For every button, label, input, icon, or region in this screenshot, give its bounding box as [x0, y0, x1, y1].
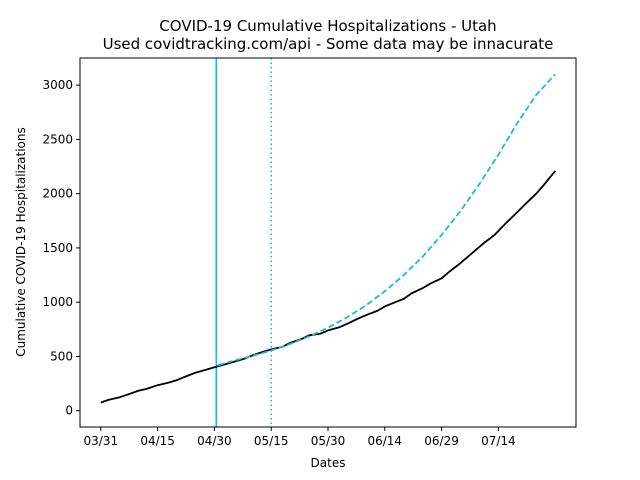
- x-tick-label: 04/15: [140, 434, 175, 448]
- y-tick-label: 1500: [42, 241, 73, 255]
- y-tick-label: 500: [50, 349, 73, 363]
- y-axis-label: Cumulative COVID-19 Hospitalizations: [14, 127, 28, 357]
- x-tick-label: 05/30: [311, 434, 346, 448]
- chart-subtitle: Used covidtracking.com/api - Some data m…: [103, 35, 554, 53]
- chart-title: COVID-19 Cumulative Hospitalizations - U…: [159, 17, 496, 35]
- x-tick-label: 07/14: [481, 434, 516, 448]
- series-line-1: [100, 170, 556, 404]
- y-axis: 0 500 1000 1500 2000 2500 3000: [42, 78, 80, 418]
- plot-area: [100, 58, 556, 427]
- y-tick-label: 3000: [42, 78, 73, 92]
- y-tick-label: 1000: [42, 295, 73, 309]
- x-axis: 03/31 04/15 04/30 05/15 05/30 06/14 06/29 07/14: [84, 427, 516, 448]
- series-line-2: [217, 73, 556, 366]
- y-tick-label: 2000: [42, 187, 73, 201]
- y-tick-label: 0: [65, 404, 73, 418]
- x-axis-label: Dates: [311, 456, 346, 470]
- x-tick-label: 06/14: [367, 434, 402, 448]
- plot-frame: [79, 57, 577, 428]
- x-tick-label: 05/15: [254, 434, 289, 448]
- y-tick-label: 2500: [42, 132, 73, 146]
- x-tick-label: 06/29: [424, 434, 459, 448]
- x-tick-label: 04/30: [197, 434, 232, 448]
- x-tick-label: 03/31: [84, 434, 119, 448]
